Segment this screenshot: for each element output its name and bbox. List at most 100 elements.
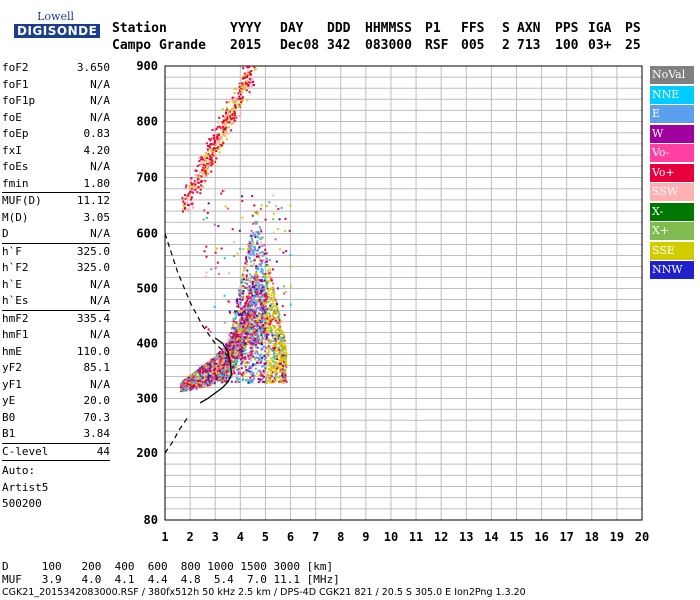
cluster-point: [272, 347, 275, 350]
cluster-point: [230, 341, 233, 344]
cluster-point: [257, 232, 260, 235]
trace-point: [214, 358, 217, 361]
cluster-point: [224, 349, 227, 352]
cluster-point: [270, 277, 273, 280]
upper-echo-point: [209, 156, 212, 159]
trace-point: [193, 383, 196, 386]
sparse-point: [268, 201, 271, 204]
cluster-point: [248, 333, 251, 336]
cluster-point: [249, 311, 252, 314]
trace-point: [205, 372, 208, 375]
cluster-point: [278, 337, 281, 340]
trace-point: [253, 278, 256, 281]
autoscaling-line: Artist5: [2, 480, 49, 494]
upper-echo-point: [226, 121, 229, 124]
cluster-point: [233, 321, 236, 324]
trace-point: [194, 371, 197, 374]
header-label-1: YYYY: [230, 21, 262, 36]
cluster-point: [267, 330, 270, 333]
cluster-point: [249, 245, 252, 248]
trace-point: [248, 340, 251, 343]
cluster-point: [251, 375, 254, 378]
upper-echo-point: [207, 161, 210, 164]
cluster-point: [261, 375, 264, 378]
cluster-point: [255, 356, 258, 359]
upper-echo-point: [237, 92, 240, 95]
cluster-point: [231, 336, 234, 339]
cluster-point: [253, 303, 256, 306]
trace-point: [195, 375, 198, 378]
upper-echo-point: [211, 154, 214, 157]
upper-echo-point: [240, 97, 243, 100]
cluster-point: [266, 269, 269, 272]
trace-point: [263, 286, 266, 289]
autoscaling-line: Auto:: [2, 464, 36, 477]
cluster-point: [243, 344, 246, 347]
cluster-point: [259, 259, 262, 262]
cluster-point: [229, 350, 232, 353]
cluster-point: [250, 244, 253, 247]
trace-point: [180, 386, 183, 389]
cluster-point: [243, 317, 246, 320]
cluster-point: [265, 322, 268, 325]
cluster-point: [233, 371, 236, 374]
trace-point: [218, 369, 221, 372]
cluster-point: [270, 357, 273, 360]
upper-echo-point: [238, 105, 241, 108]
trace-point: [245, 331, 248, 334]
cluster-point: [279, 357, 282, 360]
cluster-point: [256, 327, 259, 330]
trace-point: [197, 370, 200, 373]
trace-point: [191, 377, 194, 380]
sparse-point: [244, 325, 247, 328]
cluster-point: [264, 329, 267, 332]
sparse-point: [240, 293, 243, 296]
cluster-point: [274, 330, 277, 333]
cluster-point: [236, 369, 239, 372]
trace-point: [214, 376, 217, 379]
upper-echo-point: [238, 90, 241, 93]
trace-point: [218, 362, 221, 365]
cluster-point: [239, 303, 242, 306]
upper-echo-point: [196, 191, 199, 194]
cluster-point: [279, 341, 282, 344]
cluster-point: [254, 351, 257, 354]
cluster-point: [260, 265, 263, 268]
cluster-point: [266, 281, 269, 284]
cluster-point: [235, 380, 238, 383]
cluster-point: [238, 344, 241, 347]
trace-point: [241, 348, 244, 351]
cluster-point: [242, 378, 245, 381]
sparse-point: [272, 212, 275, 215]
cluster-point: [258, 357, 261, 360]
cluster-point: [282, 366, 285, 369]
upper-echo-point: [221, 108, 224, 111]
trace-point: [256, 330, 259, 333]
upper-echo-point: [241, 96, 244, 99]
cluster-point: [264, 368, 267, 371]
trace-point: [258, 318, 261, 321]
param-value: 335.4: [76, 311, 110, 325]
cluster-point: [242, 352, 245, 355]
upper-echo-point: [243, 76, 246, 79]
legend-item-x-: X-: [650, 202, 694, 221]
upper-echo-point: [207, 156, 210, 159]
cluster-point: [255, 272, 258, 275]
upper-echo-point: [186, 201, 189, 204]
trace-point: [219, 360, 222, 363]
cluster-point: [273, 357, 276, 360]
trace-point: [249, 288, 252, 291]
trace-point: [220, 353, 223, 356]
trace-point: [181, 387, 184, 390]
trace-point: [236, 354, 239, 357]
cluster-point: [268, 296, 271, 299]
trace-point: [204, 377, 207, 380]
upper-echo-point: [203, 154, 206, 157]
upper-echo-point: [233, 101, 236, 104]
param-row: foEs N/A: [2, 159, 110, 176]
sparse-point: [269, 304, 272, 307]
cluster-point: [220, 360, 223, 363]
cluster-point: [231, 343, 234, 346]
trace-point: [261, 312, 264, 315]
trace-point: [205, 366, 208, 369]
